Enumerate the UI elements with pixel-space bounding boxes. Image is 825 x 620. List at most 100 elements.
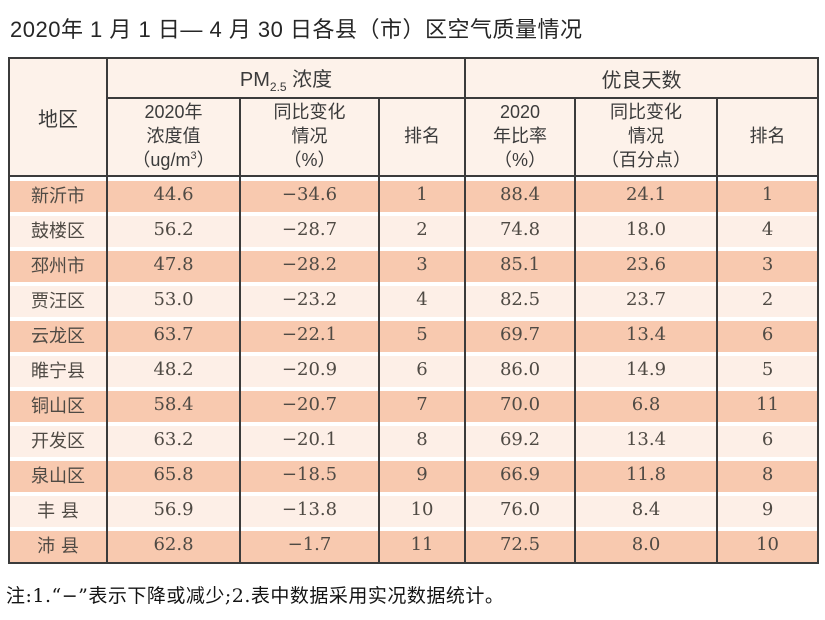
cell-pm-value: 53.0 bbox=[106, 282, 241, 317]
cell-rate-rank: 4 bbox=[716, 212, 820, 247]
cell-rate-rank: 3 bbox=[716, 247, 820, 282]
cell-pm-value: 56.9 bbox=[106, 492, 241, 527]
cell-pm-value: 62.8 bbox=[106, 527, 241, 563]
cell-pm-change: −34.6 bbox=[239, 176, 380, 212]
cell-region: 邳州市 bbox=[8, 247, 108, 282]
table-row: 丰 县 56.9 −13.8 10 76.0 8.4 9 bbox=[8, 492, 820, 527]
header-line: 情况 bbox=[291, 126, 328, 147]
header-line: 2020年 bbox=[144, 102, 203, 123]
table-row: 铜山区 58.4 −20.7 7 70.0 6.8 11 bbox=[8, 387, 820, 422]
cell-pm-change: −20.9 bbox=[239, 352, 380, 387]
cell-rate-change: 14.9 bbox=[574, 352, 719, 387]
cell-rate-rank: 11 bbox=[716, 387, 820, 422]
cell-rate: 88.4 bbox=[464, 176, 577, 212]
cell-pm-change: −1.7 bbox=[239, 527, 380, 563]
cell-pm-rank: 9 bbox=[377, 457, 467, 492]
table-row: 鼓楼区 56.2 −28.7 2 74.8 18.0 4 bbox=[8, 212, 820, 247]
table-row: 开发区 63.2 −20.1 8 69.2 13.4 6 bbox=[8, 422, 820, 457]
table-row: 云龙区 63.7 −22.1 5 69.7 13.4 6 bbox=[8, 317, 820, 352]
cell-rate-rank: 5 bbox=[716, 352, 820, 387]
header-line: 同比变化 bbox=[610, 102, 683, 123]
cell-pm-value: 58.4 bbox=[106, 387, 241, 422]
cell-rate: 85.1 bbox=[464, 247, 577, 282]
cell-rate-rank: 1 bbox=[716, 176, 820, 212]
cell-pm-value: 56.2 bbox=[106, 212, 241, 247]
cell-pm-change: −28.7 bbox=[239, 212, 380, 247]
cell-region: 丰 县 bbox=[8, 492, 108, 527]
cell-region: 云龙区 bbox=[8, 317, 108, 352]
cell-rate: 72.5 bbox=[464, 527, 577, 563]
cell-pm-change: −13.8 bbox=[239, 492, 380, 527]
header-line: 2020 bbox=[500, 102, 541, 123]
cell-pm-value: 48.2 bbox=[106, 352, 241, 387]
cell-rate-rank: 6 bbox=[716, 317, 820, 352]
cell-pm-rank: 4 bbox=[377, 282, 467, 317]
header-line: （%） bbox=[283, 149, 336, 170]
cell-rate-change: 18.0 bbox=[574, 212, 719, 247]
cell-region: 泉山区 bbox=[8, 457, 108, 492]
page-title: 2020年 1 月 1 日— 4 月 30 日各县（市）区空气质量情况 bbox=[10, 17, 583, 42]
cell-pm-value: 65.8 bbox=[106, 457, 241, 492]
cell-pm-value: 44.6 bbox=[106, 176, 241, 212]
cell-rate-change: 13.4 bbox=[574, 422, 719, 457]
cell-pm-rank: 1 bbox=[377, 176, 467, 212]
header-rate: 2020 年比率 （%） bbox=[464, 97, 577, 177]
header-pm-rank: 排名 bbox=[377, 97, 467, 177]
table-row: 贾汪区 53.0 −23.2 4 82.5 23.7 2 bbox=[8, 282, 820, 317]
unit-prefix: （ug/m bbox=[132, 149, 191, 170]
header-line: （百分点） bbox=[601, 149, 692, 170]
page: 2020年 1 月 1 日— 4 月 30 日各县（市）区空气质量情况 地区 P… bbox=[0, 12, 825, 608]
footnote: 注:1.“−”表示下降或减少;2.表中数据采用实况数据统计。 bbox=[6, 585, 505, 607]
cell-pm-rank: 7 bbox=[377, 387, 467, 422]
table-row: 睢宁县 48.2 −20.9 6 86.0 14.9 5 bbox=[8, 352, 820, 387]
header-pm-change: 同比变化 情况 （%） bbox=[239, 97, 380, 177]
cell-rate-change: 23.6 bbox=[574, 247, 719, 282]
cell-rate-change: 11.8 bbox=[574, 457, 719, 492]
cell-region: 睢宁县 bbox=[8, 352, 108, 387]
header-rate-rank: 排名 bbox=[716, 97, 820, 177]
cell-pm-change: −28.2 bbox=[239, 247, 380, 282]
cell-rate-change: 13.4 bbox=[574, 317, 719, 352]
cell-pm-change: −20.7 bbox=[239, 387, 380, 422]
header-group-pm25: PM2.5 浓度 bbox=[105, 57, 467, 99]
cell-region: 铜山区 bbox=[8, 387, 108, 422]
cell-pm-value: 47.8 bbox=[106, 247, 241, 282]
header-line: 同比变化 bbox=[273, 102, 346, 123]
cell-rate: 69.7 bbox=[464, 317, 577, 352]
cell-region: 鼓楼区 bbox=[8, 212, 108, 247]
header-line: （ug/m3） bbox=[108, 149, 239, 173]
cell-pm-value: 63.2 bbox=[106, 422, 241, 457]
cell-rate-rank: 10 bbox=[716, 527, 820, 563]
header-pm-value: 2020年 浓度值 （ug/m3） bbox=[106, 97, 241, 177]
cell-rate: 70.0 bbox=[464, 387, 577, 422]
header-line: 情况 bbox=[628, 126, 665, 147]
cell-rate: 82.5 bbox=[464, 282, 577, 317]
cell-rate-rank: 2 bbox=[716, 282, 820, 317]
cell-rate-rank: 9 bbox=[716, 492, 820, 527]
cell-pm-rank: 5 bbox=[377, 317, 467, 352]
pm25-prefix: PM bbox=[239, 68, 270, 91]
cubic-superscript: 3 bbox=[190, 149, 197, 162]
cell-region: 开发区 bbox=[8, 422, 108, 457]
header-line: 浓度值 bbox=[146, 126, 201, 147]
cell-rate-change: 24.1 bbox=[574, 176, 719, 212]
pm25-subscript: 2.5 bbox=[269, 79, 287, 94]
cell-region: 贾汪区 bbox=[8, 282, 108, 317]
cell-pm-value: 63.7 bbox=[106, 317, 241, 352]
cell-rate-change: 6.8 bbox=[574, 387, 719, 422]
cell-rate: 66.9 bbox=[464, 457, 577, 492]
cell-region: 新沂市 bbox=[8, 176, 108, 212]
cell-pm-rank: 6 bbox=[377, 352, 467, 387]
cell-pm-change: −18.5 bbox=[239, 457, 380, 492]
cell-rate: 74.8 bbox=[464, 212, 577, 247]
table-row: 泉山区 65.8 −18.5 9 66.9 11.8 8 bbox=[8, 457, 820, 492]
cell-pm-rank: 10 bbox=[377, 492, 467, 527]
cell-rate-change: 8.0 bbox=[574, 527, 719, 563]
cell-rate: 69.2 bbox=[464, 422, 577, 457]
cell-rate: 76.0 bbox=[464, 492, 577, 527]
cell-rate-change: 8.4 bbox=[574, 492, 719, 527]
table-body: 新沂市 44.6 −34.6 1 88.4 24.1 1 鼓楼区 56.2 −28.7 2 74.8 1… bbox=[8, 176, 820, 563]
header-group-row: 地区 PM2.5 浓度 优良天数 bbox=[8, 57, 820, 177]
cell-rate: 86.0 bbox=[464, 352, 577, 387]
cell-rate-rank: 8 bbox=[716, 457, 820, 492]
